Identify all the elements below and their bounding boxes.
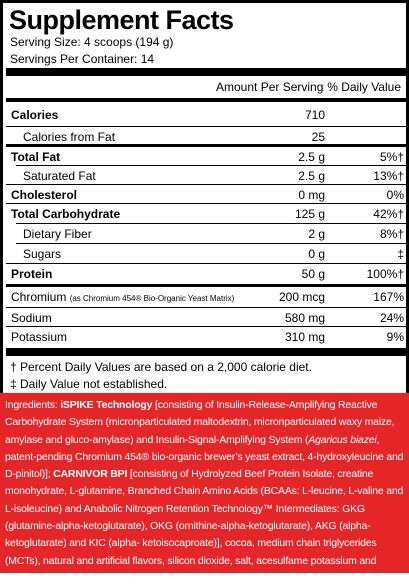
row-total-carbohydrate: Total Carbohydrate 125 g 42%† bbox=[6, 204, 409, 226]
nutrient-name: Total Fat bbox=[11, 150, 61, 164]
row-sugars: Sugars 0 g ‡ bbox=[6, 244, 409, 266]
agaricus-biazei-name: Agaricus biazei bbox=[308, 433, 377, 446]
nutrient-name: Dietary Fiber bbox=[23, 227, 92, 241]
nutrient-daily-value: 8%† bbox=[379, 227, 404, 241]
nutrient-amount: 50 g bbox=[301, 267, 325, 281]
nutrient-amount: 0 mg bbox=[298, 188, 325, 202]
row-protein: Protein 50 g 100%† bbox=[6, 264, 409, 286]
row-divider bbox=[16, 243, 409, 244]
divider-thick bbox=[6, 348, 409, 356]
nutrient-daily-value: 0% bbox=[386, 188, 404, 202]
carnivor-bpi-name: CARNIVOR BPI bbox=[53, 468, 128, 481]
nutrient-name: Sugars bbox=[23, 247, 62, 261]
nutrient-amount: 200 mcg bbox=[278, 290, 325, 304]
divider-thick bbox=[6, 68, 409, 76]
row-divider bbox=[16, 165, 409, 166]
nutrient-amount: 580 mg bbox=[284, 311, 325, 325]
nutrient-daily-value: 167% bbox=[373, 290, 404, 304]
row-potassium: Potassium 310 mg 9% bbox=[6, 327, 409, 349]
ingredients-text-2: , patent-pending Chromium 454® bio-organ… bbox=[5, 433, 404, 481]
nutrient-name: Total Carbohydrate bbox=[11, 207, 121, 221]
nutrient-daily-value: 42%† bbox=[373, 207, 404, 221]
row-calories: Calories 710 bbox=[6, 105, 409, 127]
ingredients-text-3: [consisting of Hydrolyzed Beef Protein I… bbox=[5, 468, 404, 584]
nutrient-amount: 0 g bbox=[308, 247, 325, 261]
divider-medium bbox=[6, 144, 409, 147]
nutrient-daily-value: 9% bbox=[386, 330, 404, 344]
ingredients-text-1: [consisting of Insulin-Release-Amplifyin… bbox=[5, 399, 395, 446]
footnote-not-established: ‡ Daily Value not established. bbox=[10, 377, 168, 391]
row-calories-from-fat: Calories from Fat 25 bbox=[6, 127, 409, 149]
serving-size: Serving Size: 4 scoops (194 g) bbox=[10, 35, 174, 49]
nutrient-amount: 2 g bbox=[308, 227, 325, 241]
header-daily-value: % Daily Value bbox=[327, 80, 401, 94]
nutrient-name: Potassium bbox=[11, 330, 68, 344]
nutrient-amount: 125 g bbox=[294, 207, 325, 221]
header-amount-per-serving: Amount Per Serving bbox=[216, 80, 324, 94]
row-divider bbox=[6, 203, 409, 204]
nutrient-name: Calories from Fat bbox=[23, 130, 116, 144]
nutrient-name: Saturated Fat bbox=[23, 169, 96, 183]
divider-medium bbox=[6, 98, 409, 102]
nutrient-name: Chromium (as Chromium 454® Bio-Organic Y… bbox=[11, 290, 234, 304]
nutrient-daily-value: 100%† bbox=[366, 267, 404, 281]
row-chromium: Chromium (as Chromium 454® Bio-Organic Y… bbox=[6, 287, 409, 309]
ispike-technology-name: iSPIKE Technology bbox=[60, 399, 153, 411]
nutrient-name: Protein bbox=[11, 267, 53, 281]
row-divider bbox=[16, 223, 409, 224]
row-divider bbox=[6, 126, 409, 127]
servings-per-container: Servings Per Container: 14 bbox=[10, 52, 155, 66]
row-cholesterol: Cholesterol 0 mg 0% bbox=[6, 185, 409, 207]
nutrient-daily-value: 24% bbox=[379, 311, 404, 325]
row-divider bbox=[6, 326, 409, 327]
ingredients-label: Ingredients: bbox=[5, 399, 61, 411]
row-divider bbox=[6, 184, 409, 185]
nutrient-name-text: Chromium bbox=[11, 290, 67, 304]
row-divider bbox=[6, 263, 409, 264]
row-divider bbox=[6, 307, 409, 308]
nutrient-daily-value: 5%† bbox=[379, 150, 404, 164]
nutrient-name: Calories bbox=[11, 108, 59, 122]
footnote-daily-values: † Percent Daily Values are based on a 2,… bbox=[10, 360, 312, 374]
row-total-fat: Total Fat 2.5 g 5%† bbox=[6, 147, 409, 169]
panel-title: Supplement Facts bbox=[9, 5, 234, 35]
nutrient-daily-value: 13%† bbox=[373, 169, 404, 183]
nutrient-amount: 2.5 g bbox=[298, 169, 325, 183]
row-dietary-fiber: Dietary Fiber 2 g 8%† bbox=[6, 224, 409, 246]
nutrient-amount: 310 mg bbox=[284, 330, 325, 344]
nutrient-amount: 2.5 g bbox=[298, 150, 325, 164]
nutrient-amount: 25 bbox=[311, 130, 325, 144]
nutrient-daily-value: ‡ bbox=[397, 247, 404, 261]
nutrient-name: Sodium bbox=[11, 311, 52, 325]
row-saturated-fat: Saturated Fat 2.5 g 13%† bbox=[6, 166, 409, 188]
ingredients-block: Ingredients: iSPIKE Technology [consisti… bbox=[0, 393, 409, 584]
row-sodium: Sodium 580 mg 24% bbox=[6, 308, 409, 330]
nutrient-name: Cholesterol bbox=[11, 188, 78, 202]
divider-medium bbox=[6, 284, 409, 287]
nutrient-note: (as Chromium 454® Bio-Organic Yeast Matr… bbox=[69, 294, 235, 303]
nutrient-amount: 710 bbox=[304, 108, 325, 122]
